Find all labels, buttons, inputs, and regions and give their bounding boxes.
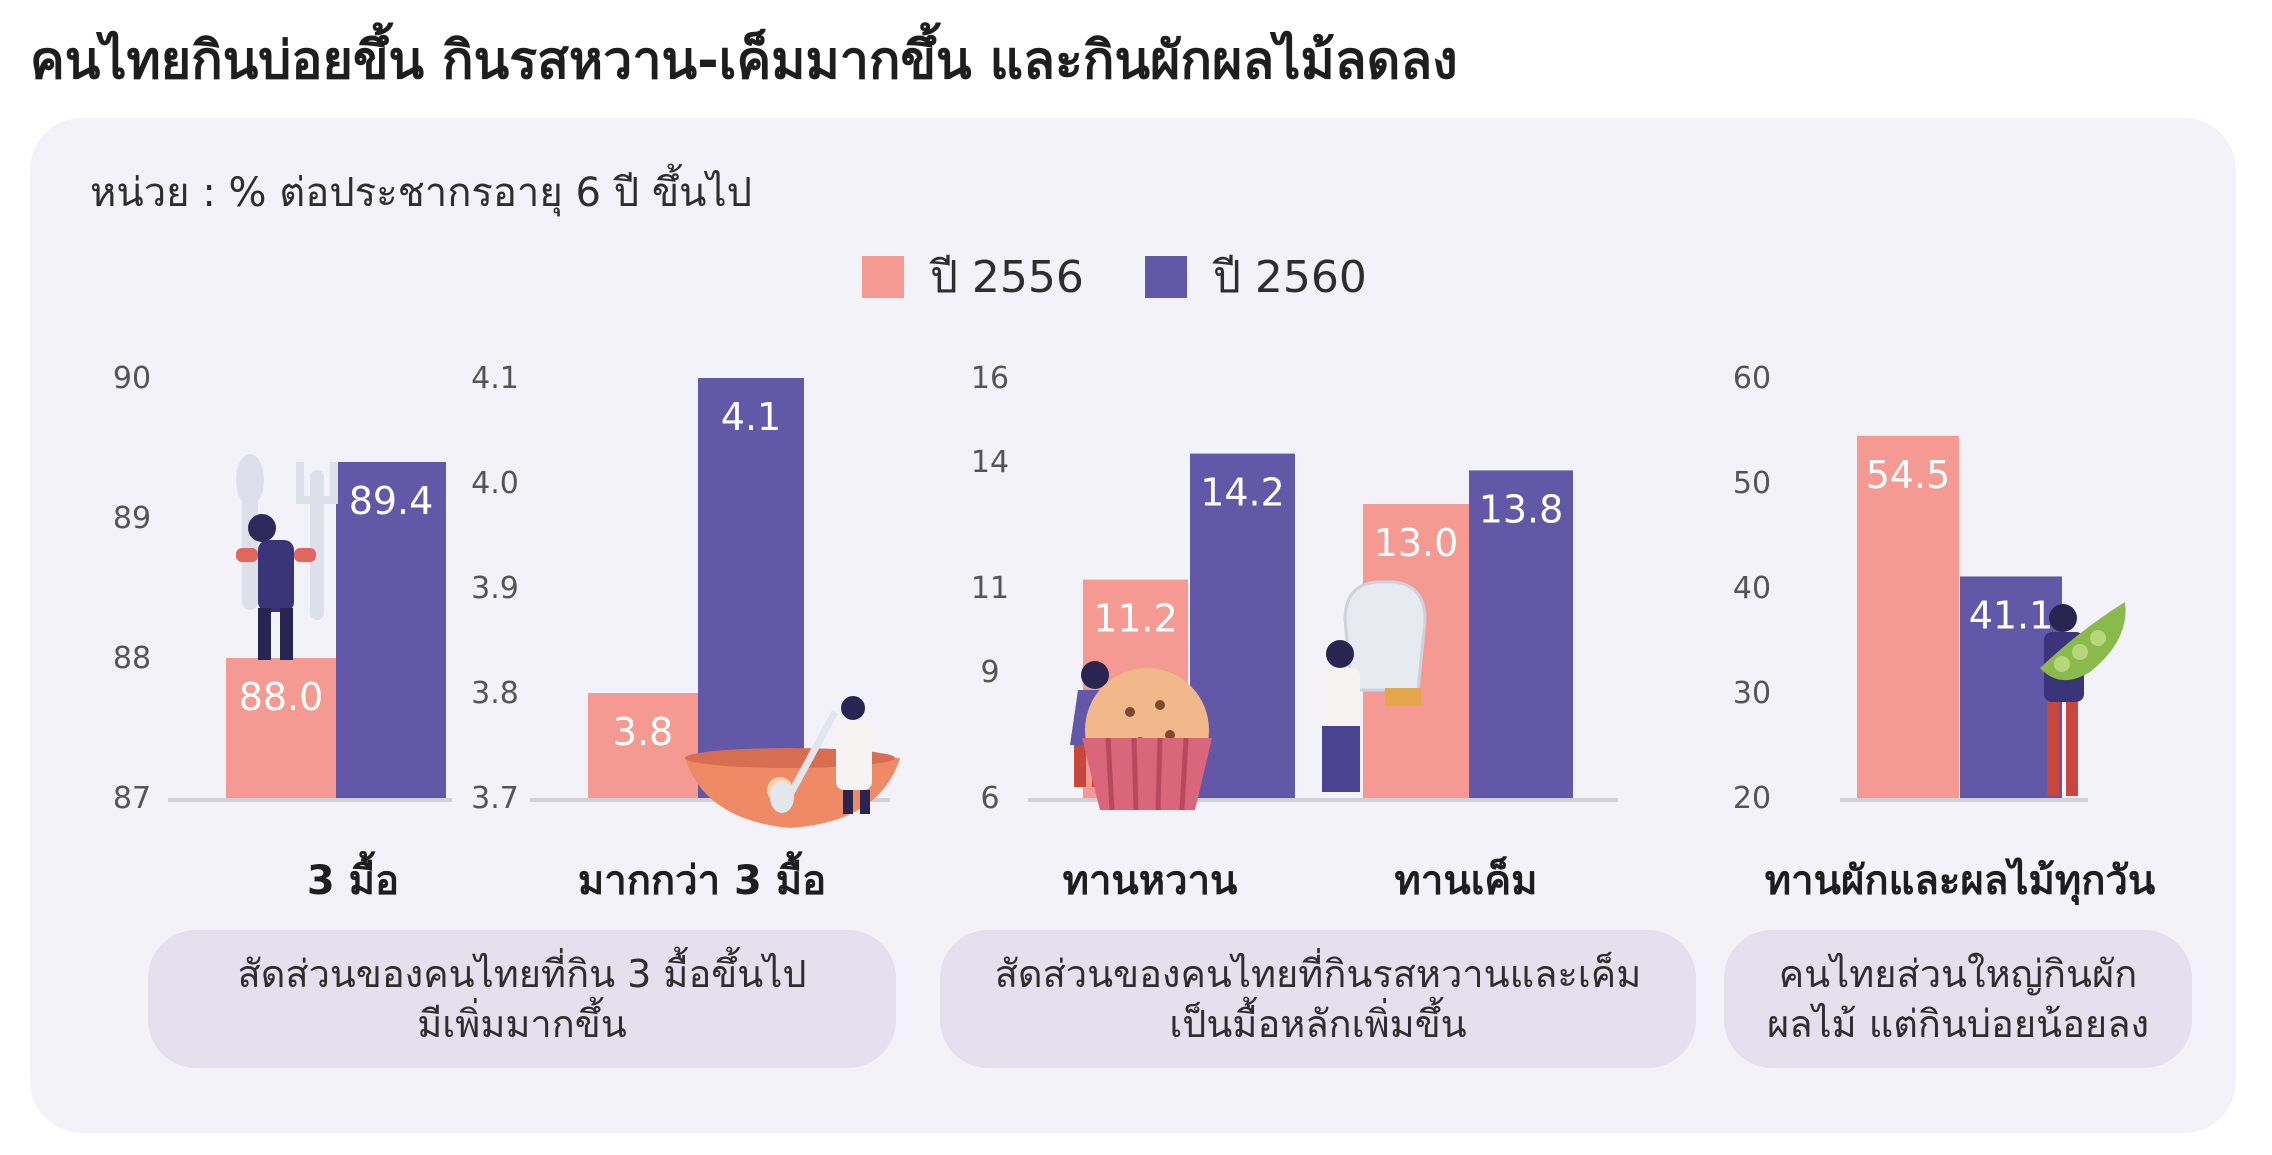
person-with-fork-icon bbox=[236, 454, 338, 660]
woman-with-pea-pod-icon bbox=[2040, 602, 2126, 796]
illustrations bbox=[236, 454, 2126, 828]
y-tick-label: 60 bbox=[1733, 361, 1771, 396]
bar bbox=[1469, 470, 1573, 798]
woman-with-muffin-icon bbox=[1070, 661, 1212, 811]
legend-swatch-2560 bbox=[1145, 256, 1187, 298]
category-label-salty: ทานเค็ม bbox=[1394, 858, 1538, 904]
category-label-more-than-3-meals: มากกว่า 3 มื้อ bbox=[577, 858, 827, 904]
category-label-3-meals: 3 มื้อ bbox=[306, 858, 400, 904]
note-box-taste: สัดส่วนของคนไทยที่กินรสหวานและเค็ม เป็นม… bbox=[940, 930, 1696, 1068]
bar-value-label: 11.2 bbox=[1093, 597, 1178, 641]
page-title: คนไทยกินบ่อยขึ้น กินรสหวาน-เค็มมากขึ้น แ… bbox=[30, 31, 1458, 91]
legend-label-2560: ปี 2560 bbox=[1213, 252, 1367, 303]
bar-value-label: 54.5 bbox=[1866, 453, 1951, 497]
bar-value-label: 41.1 bbox=[1969, 593, 2054, 637]
bar bbox=[1857, 435, 1959, 798]
woman-with-salt-shaker-icon bbox=[1322, 580, 1427, 792]
bar-value-label: 13.0 bbox=[1374, 521, 1459, 565]
bar-value-label: 3.8 bbox=[613, 710, 673, 754]
chart-marks: 87 88 89 90 88.0 89.4 3.7 3.8 3.9 4.0 4.1 3.8 4.1 6 9 1… bbox=[113, 361, 2088, 816]
y-tick-label: 3.7 bbox=[471, 781, 519, 816]
y-tick-label: 14 bbox=[971, 445, 1009, 480]
y-tick-label: 3.8 bbox=[471, 676, 519, 711]
y-tick-label: 16 bbox=[971, 361, 1009, 396]
bar-value-label: 89.4 bbox=[349, 479, 434, 523]
y-tick-label: 90 bbox=[113, 361, 151, 396]
category-label-sweet: ทานหวาน bbox=[1062, 858, 1238, 904]
note-text-meals: สัดส่วนของคนไทยที่กิน 3 มื้อขึ้นไป มีเพิ… bbox=[237, 952, 807, 1046]
y-tick-label: 4.1 bbox=[471, 361, 519, 396]
bar-value-label: 13.8 bbox=[1479, 487, 1564, 531]
category-label-vegetables-fruits: ทานผักและผลไม้ทุกวัน bbox=[1764, 858, 2156, 904]
y-tick-label: 20 bbox=[1733, 781, 1771, 816]
legend-item-2560: ปี 2560 bbox=[1145, 252, 1367, 303]
note-text-taste: สัดส่วนของคนไทยที่กินรสหวานและเค็ม เป็นม… bbox=[994, 952, 1642, 1046]
y-tick-label: 40 bbox=[1733, 571, 1771, 606]
legend-swatch-2556 bbox=[862, 256, 904, 298]
bar-value-label: 88.0 bbox=[239, 675, 324, 719]
bar bbox=[226, 658, 336, 798]
y-tick-label: 87 bbox=[113, 781, 151, 816]
bar bbox=[588, 693, 698, 798]
bar-value-label: 4.1 bbox=[721, 395, 781, 439]
note-box-meals: สัดส่วนของคนไทยที่กิน 3 มื้อขึ้นไป มีเพิ… bbox=[148, 930, 896, 1068]
y-tick-label: 3.9 bbox=[471, 571, 519, 606]
note-box-vegetables: คนไทยส่วนใหญ่กินผัก ผลไม้ แต่กินบ่อยน้อย… bbox=[1724, 930, 2192, 1068]
y-tick-label: 89 bbox=[113, 501, 151, 536]
bar-value-label: 14.2 bbox=[1200, 471, 1285, 515]
y-tick-label: 4.0 bbox=[471, 466, 519, 501]
legend-label-2556: ปี 2556 bbox=[930, 252, 1084, 303]
bar bbox=[698, 378, 804, 798]
y-tick-label: 88 bbox=[113, 641, 151, 676]
y-tick-label: 9 bbox=[980, 655, 999, 690]
y-tick-label: 6 bbox=[980, 781, 999, 816]
bar bbox=[336, 462, 446, 798]
unit-label: หน่วย : % ต่อประชากรอายุ 6 ปี ขึ้นไป bbox=[90, 170, 753, 216]
legend-item-2556: ปี 2556 bbox=[862, 252, 1084, 303]
y-tick-label: 30 bbox=[1733, 676, 1771, 711]
y-tick-label: 50 bbox=[1733, 466, 1771, 501]
person-with-spoon-icon bbox=[685, 696, 900, 828]
y-tick-label: 11 bbox=[971, 571, 1009, 606]
note-text-vegetables: คนไทยส่วนใหญ่กินผัก ผลไม้ แต่กินบ่อยน้อย… bbox=[1766, 952, 2150, 1046]
